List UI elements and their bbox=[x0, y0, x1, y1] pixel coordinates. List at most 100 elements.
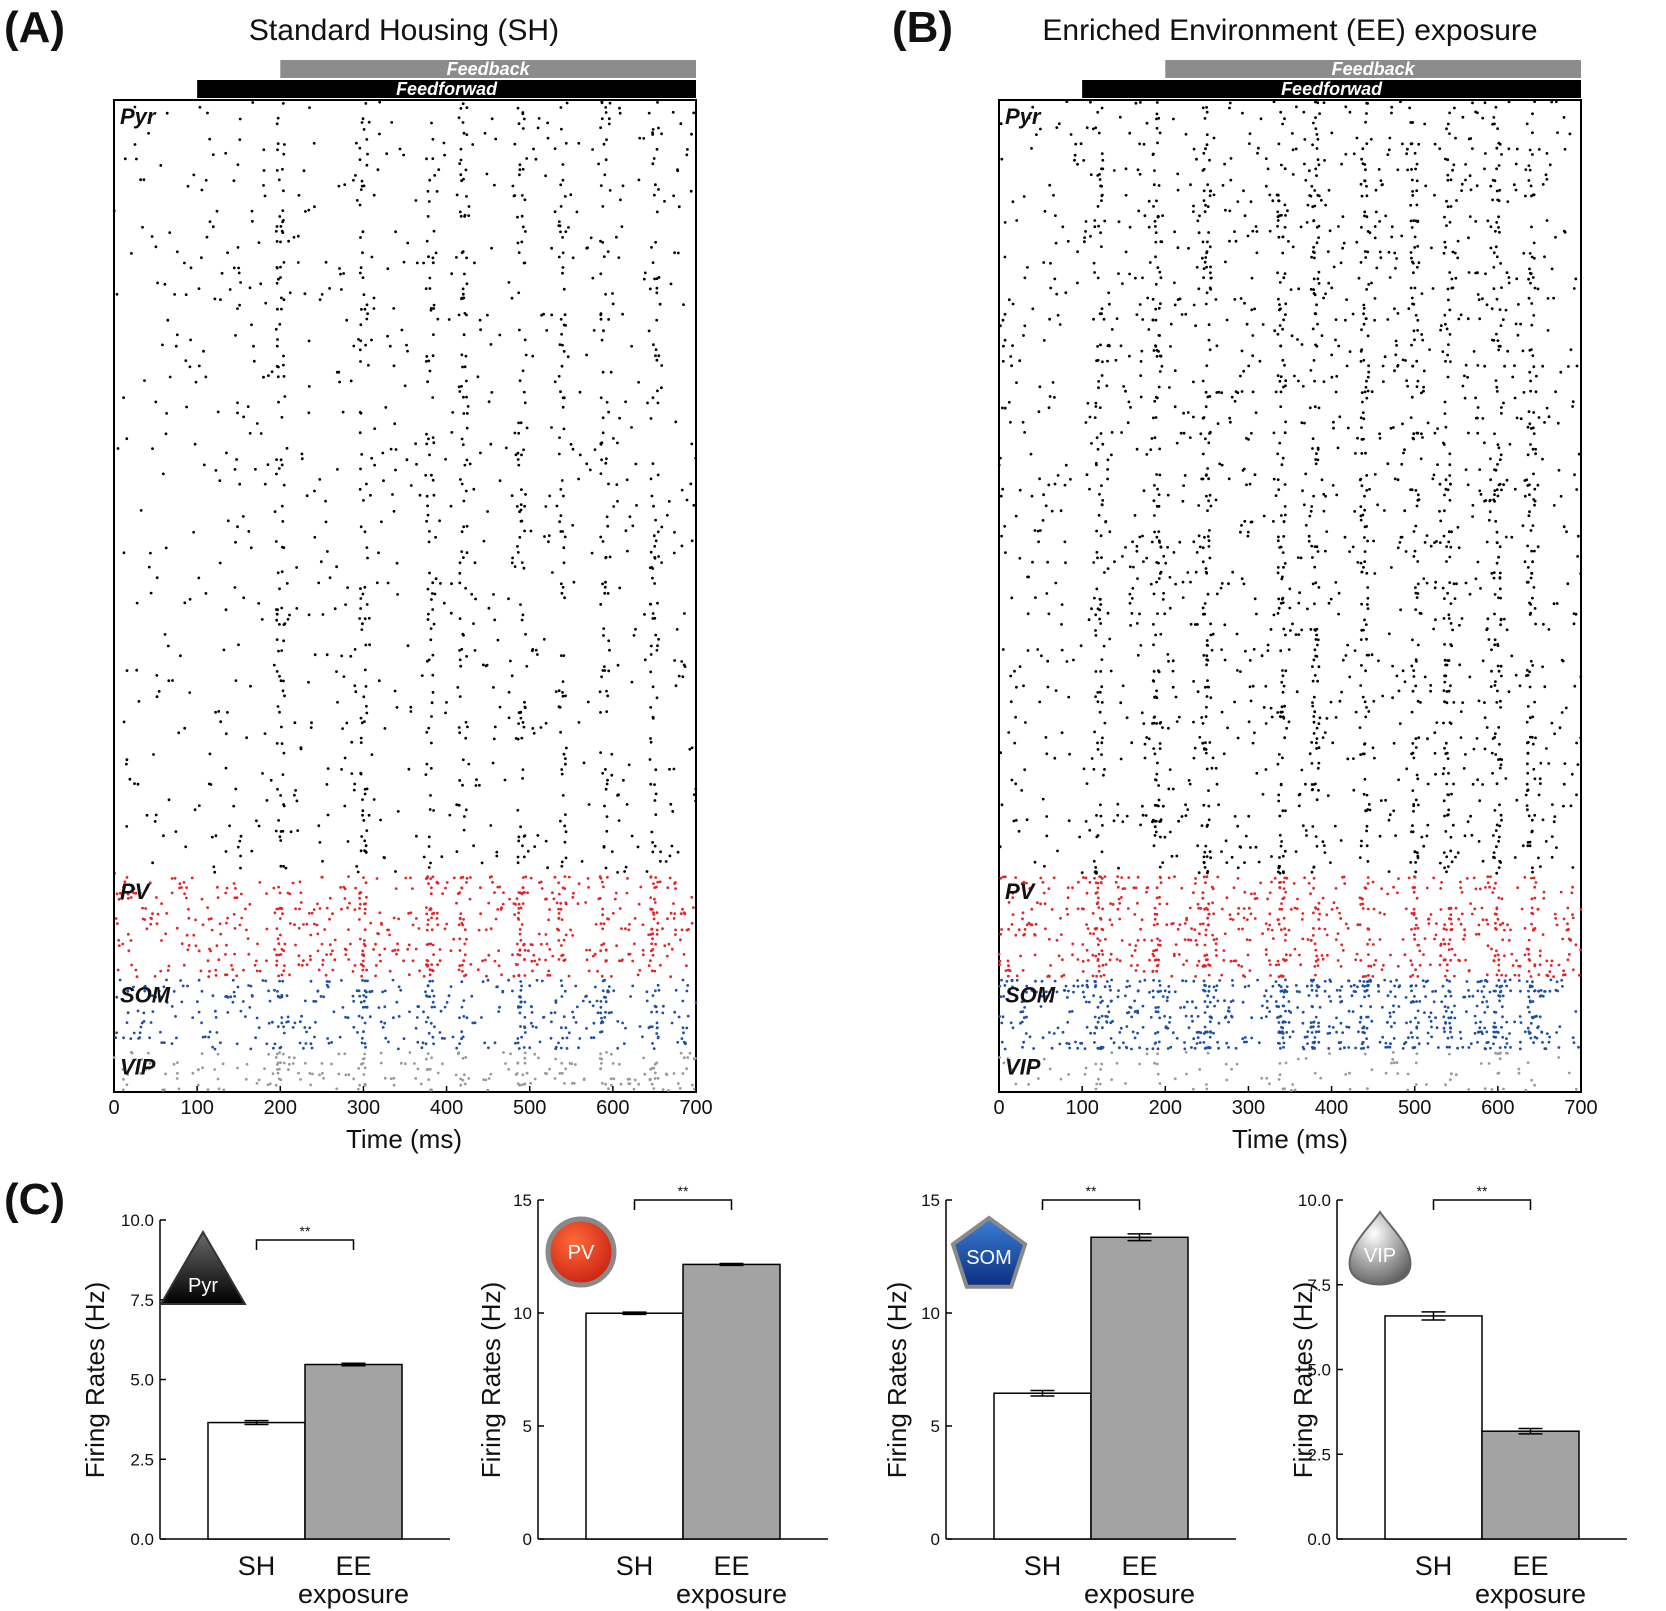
spike-dot bbox=[1151, 297, 1155, 301]
spike-dot bbox=[1496, 127, 1499, 130]
spike-dot bbox=[415, 261, 419, 265]
spike-dot bbox=[1096, 447, 1100, 451]
spike-dot bbox=[363, 530, 367, 534]
spike-dot bbox=[674, 933, 677, 936]
spike-dot bbox=[1415, 659, 1418, 663]
spike-dot bbox=[559, 205, 563, 208]
spike-dot bbox=[1481, 859, 1485, 863]
spike-dot bbox=[660, 525, 664, 529]
spike-dot bbox=[1436, 427, 1439, 430]
spike-dot bbox=[465, 937, 468, 941]
spike-dot bbox=[1456, 256, 1460, 260]
spike-dot bbox=[262, 148, 266, 152]
spike-dot bbox=[1201, 477, 1205, 481]
spike-dot bbox=[1312, 494, 1315, 498]
spike-dot bbox=[363, 720, 366, 723]
spike-dot bbox=[688, 1051, 692, 1055]
spike-dot bbox=[618, 416, 621, 420]
spike-dot bbox=[1464, 363, 1468, 367]
spike-dot bbox=[397, 985, 401, 989]
spike-dot bbox=[490, 875, 493, 878]
spike-dot bbox=[1098, 173, 1101, 176]
spike-dot bbox=[1386, 462, 1390, 466]
spike-dot bbox=[531, 727, 535, 730]
spike-dot bbox=[159, 1030, 162, 1034]
spike-dot bbox=[427, 612, 430, 616]
spike-dot bbox=[1414, 798, 1418, 802]
spike-dot bbox=[431, 673, 435, 677]
spike-dot bbox=[585, 948, 588, 952]
spike-dot bbox=[1214, 498, 1218, 502]
spike-dot bbox=[1365, 793, 1369, 797]
spike-dot bbox=[516, 855, 520, 859]
spike-dot bbox=[1202, 855, 1206, 859]
spike-dot bbox=[459, 214, 463, 218]
spike-dot bbox=[378, 100, 382, 104]
spike-dot bbox=[518, 510, 521, 514]
spike-dot bbox=[1366, 539, 1369, 543]
spike-dot bbox=[1157, 577, 1161, 580]
spike-dot bbox=[465, 282, 469, 286]
spike-dot bbox=[1097, 224, 1100, 228]
spike-dot bbox=[1197, 231, 1201, 235]
spike-dot bbox=[264, 979, 268, 983]
spike-dot bbox=[1152, 643, 1155, 647]
spike-dot bbox=[208, 220, 212, 224]
spike-dot bbox=[458, 1042, 461, 1045]
spike-dot bbox=[1276, 224, 1279, 228]
spike-dot bbox=[1159, 545, 1163, 549]
spike-dot bbox=[1319, 198, 1323, 202]
spike-dot bbox=[1527, 814, 1531, 818]
stimulus-bar-label: Feedforwad bbox=[396, 79, 498, 99]
spike-dot bbox=[141, 906, 145, 910]
spike-dot bbox=[168, 231, 172, 235]
spike-dot bbox=[1574, 277, 1578, 281]
spike-dot bbox=[279, 933, 282, 937]
spike-dot bbox=[1491, 771, 1494, 775]
spike-dot bbox=[177, 1087, 181, 1091]
spike-dot bbox=[1553, 732, 1556, 736]
spike-dot bbox=[557, 374, 561, 378]
spike-dot bbox=[132, 1031, 136, 1035]
spike-dot bbox=[364, 343, 367, 347]
spike-dot bbox=[441, 892, 444, 895]
spike-dot bbox=[1366, 596, 1370, 600]
spike-dot bbox=[1526, 808, 1529, 812]
spike-dot bbox=[557, 907, 560, 911]
spike-dot bbox=[365, 163, 369, 167]
spike-dot bbox=[572, 580, 576, 584]
spike-dot bbox=[521, 369, 525, 373]
spike-dot bbox=[665, 954, 669, 958]
spike-dot bbox=[1272, 100, 1276, 104]
spike-dot bbox=[316, 949, 320, 953]
spike-dot bbox=[1277, 793, 1281, 797]
spike-dot bbox=[574, 1063, 577, 1066]
spike-dot bbox=[516, 953, 520, 956]
spike-dot bbox=[429, 861, 432, 865]
spike-dot bbox=[1489, 225, 1493, 229]
spike-dot bbox=[594, 922, 598, 926]
spike-dot bbox=[211, 1045, 215, 1049]
spike-dot bbox=[1220, 463, 1224, 467]
spike-dot bbox=[1450, 530, 1453, 534]
spike-dot bbox=[1201, 416, 1205, 420]
spike-dot bbox=[1156, 612, 1159, 615]
spike-dot bbox=[544, 174, 547, 178]
spike-dot bbox=[517, 902, 521, 906]
spike-dot bbox=[649, 896, 653, 899]
spike-dot bbox=[1203, 602, 1207, 605]
spike-dot bbox=[1281, 669, 1284, 672]
spike-dot bbox=[679, 1051, 683, 1055]
spike-dot bbox=[237, 271, 241, 275]
spike-dot bbox=[1281, 456, 1285, 460]
spike-dot bbox=[1409, 861, 1413, 864]
spike-dot bbox=[1207, 441, 1211, 445]
x-tick-label: 300 bbox=[347, 1097, 380, 1119]
spike-dot bbox=[1152, 670, 1156, 673]
spike-dot bbox=[1416, 851, 1419, 855]
spike-dot bbox=[539, 880, 543, 884]
spike-dot bbox=[599, 1052, 602, 1056]
spike-dot bbox=[1313, 628, 1317, 631]
spike-dot bbox=[1448, 581, 1452, 584]
spike-dot bbox=[1001, 359, 1005, 363]
